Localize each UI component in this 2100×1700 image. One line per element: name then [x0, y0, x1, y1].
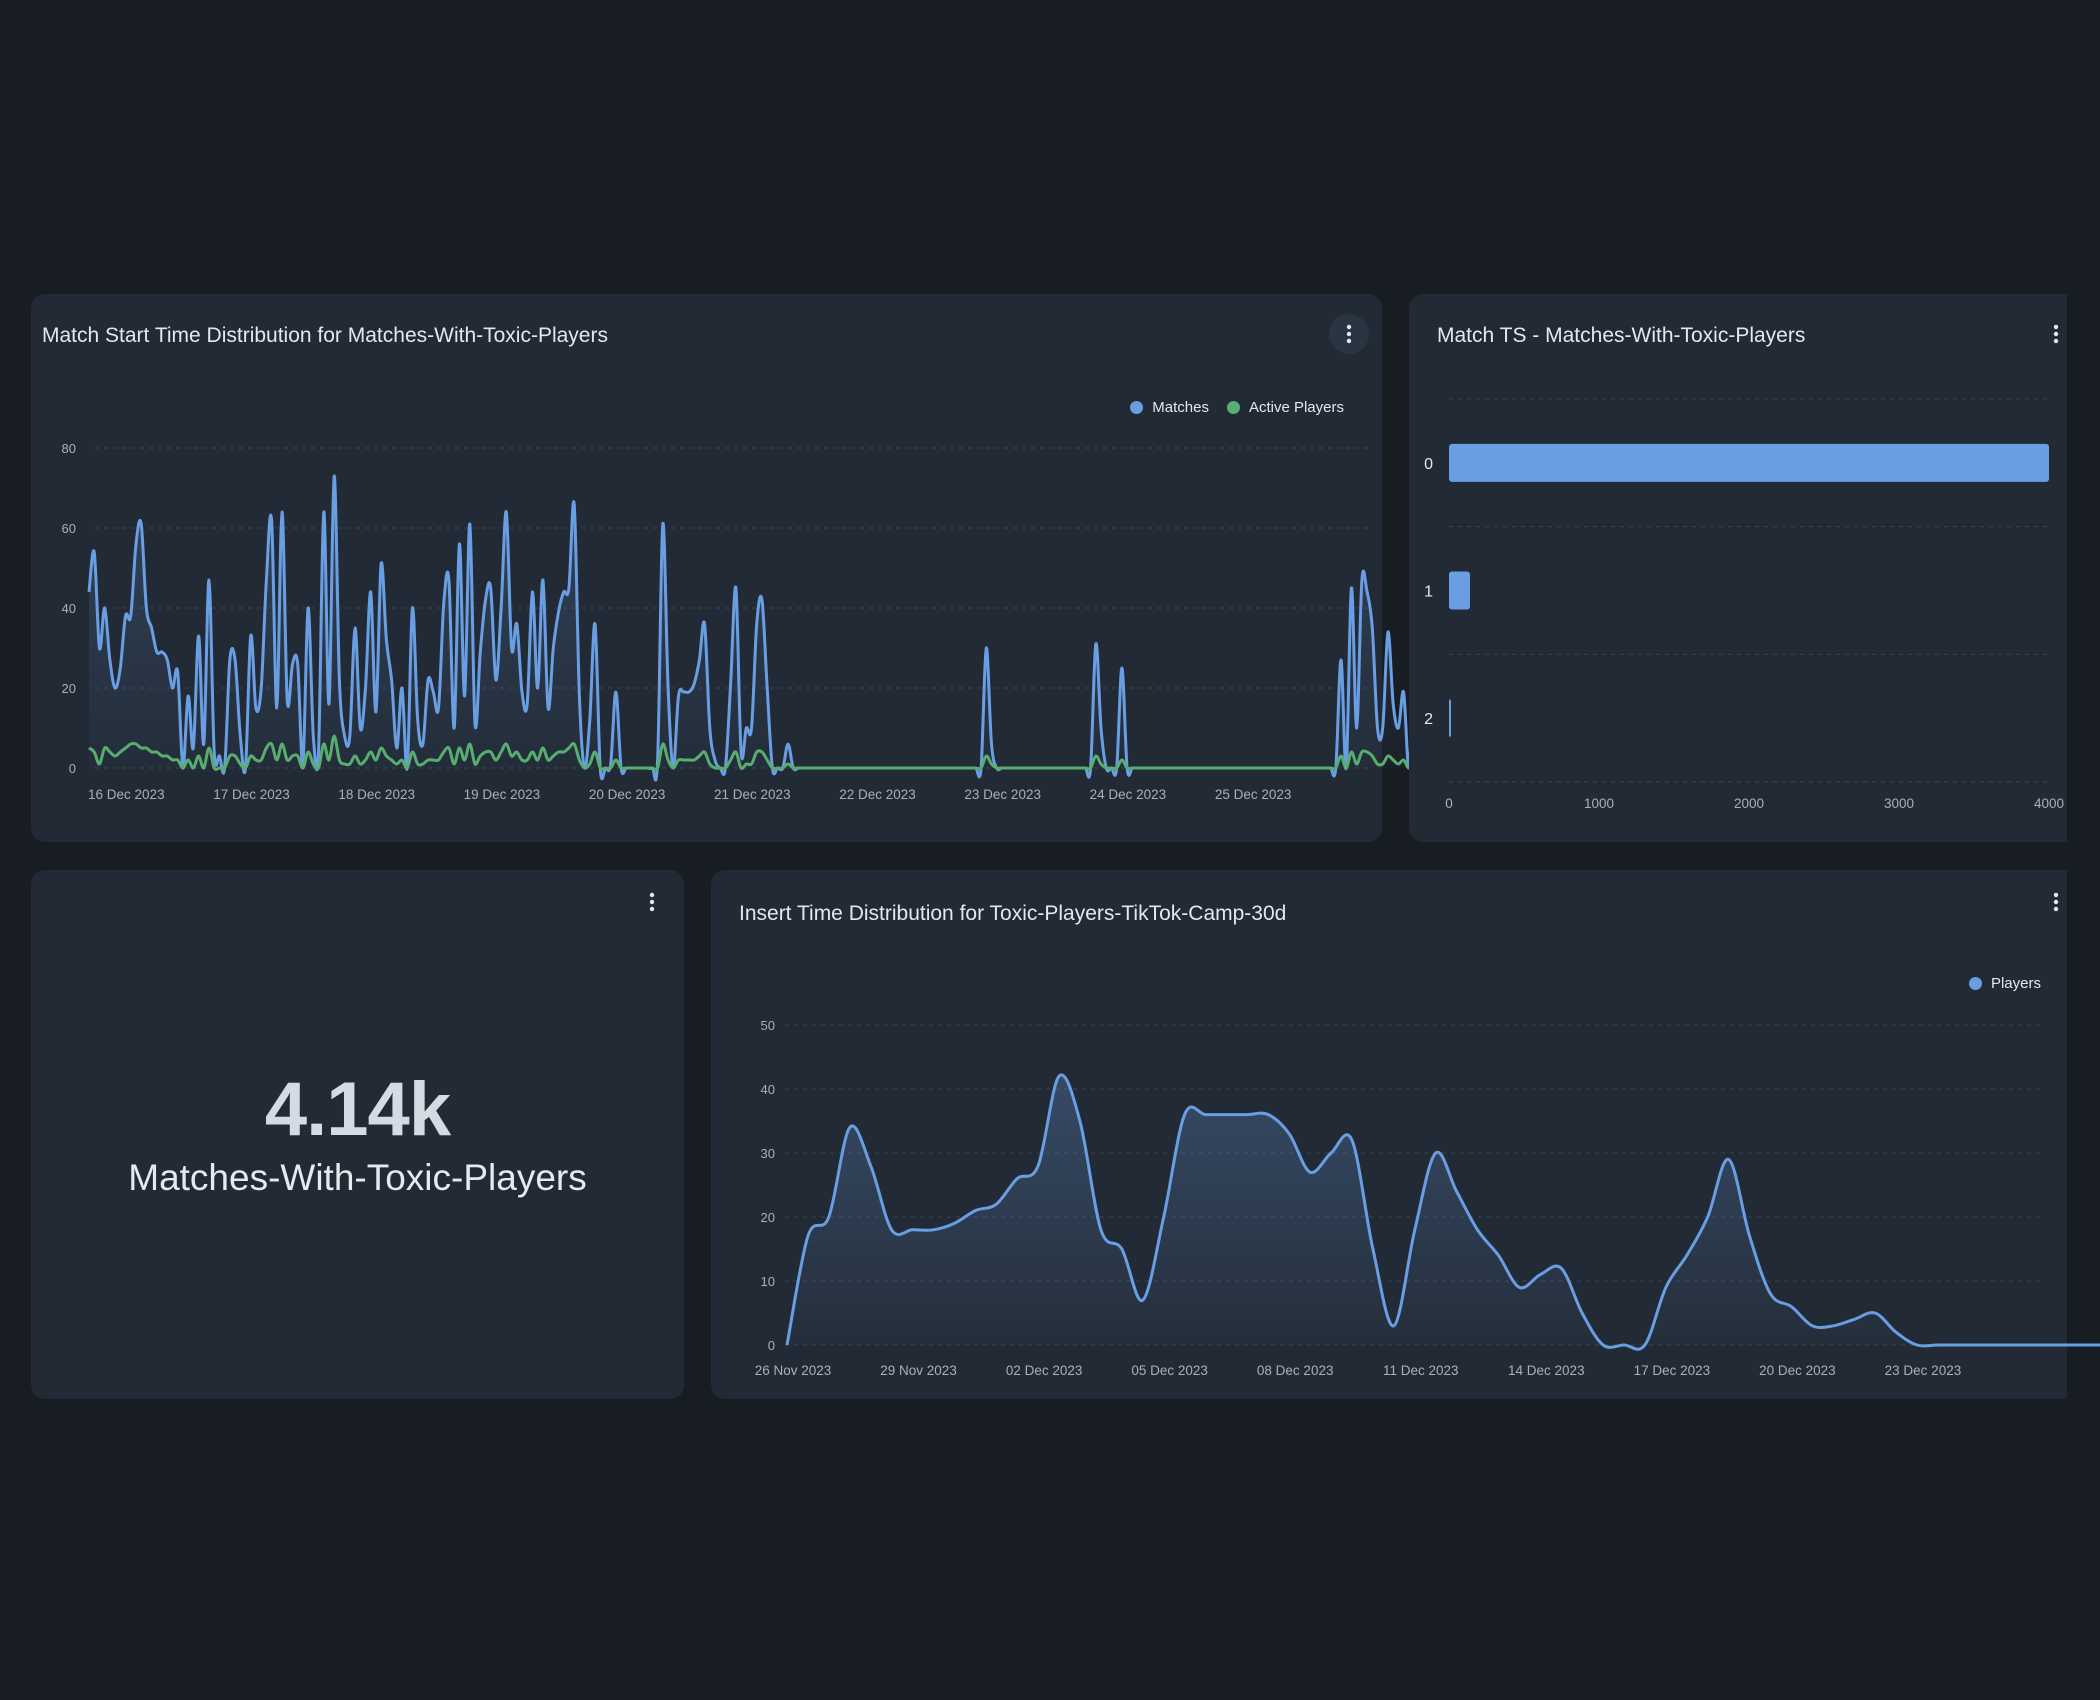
- y-tick-label: 60: [62, 521, 76, 536]
- x-tick-label: 3000: [1884, 796, 1914, 811]
- insert-time-legend: Players: [1951, 975, 2041, 992]
- matches-area: [89, 475, 1482, 781]
- players-area: [787, 1074, 2100, 1350]
- x-tick-label: 05 Dec 2023: [1131, 1363, 1208, 1378]
- x-tick-label: 14 Dec 2023: [1508, 1363, 1585, 1378]
- players-line: [785, 1073, 2100, 1351]
- x-tick-label: 0: [1445, 796, 1453, 811]
- bar-0: [1449, 443, 2049, 482]
- x-tick-label: 21 Dec 2023: [714, 787, 791, 802]
- bar-2: [1449, 699, 1451, 738]
- bar-1: [1449, 571, 1470, 610]
- match-start-panel: Match Start Time Distribution for Matche…: [31, 294, 1484, 842]
- match-start-legend: Matches Active Players: [1112, 399, 1344, 416]
- x-tick-label: 20 Dec 2023: [589, 787, 666, 802]
- vertical-ellipsis-icon: [1346, 324, 1352, 344]
- legend-label-matches: Matches: [1152, 399, 1209, 416]
- x-tick-label: 16 Dec 2023: [88, 787, 165, 802]
- y-category-label: 0: [1424, 456, 1433, 473]
- x-tick-label: 23 Dec 2023: [1885, 1363, 1962, 1378]
- x-tick-label: 17 Dec 2023: [213, 787, 290, 802]
- x-tick-label: 25 Dec 2023: [1215, 787, 1292, 802]
- x-tick-label: 22 Dec 2023: [839, 787, 916, 802]
- y-tick-label: 0: [768, 1338, 775, 1353]
- x-tick-label: 24 Dec 2023: [1090, 787, 1167, 802]
- legend-dot-active-players: [1226, 401, 1240, 414]
- x-tick-label: 20 Dec 2023: [1759, 1363, 1836, 1378]
- x-tick-label: 17 Dec 2023: [1634, 1363, 1711, 1378]
- legend-item-matches[interactable]: Matches: [1130, 399, 1209, 416]
- x-tick-label: 4000: [2034, 796, 2064, 811]
- match-start-title: Match Start Time Distribution for Matche…: [42, 324, 608, 347]
- kpi-menu-button[interactable]: [632, 882, 672, 922]
- legend-dot-players: [1968, 977, 1982, 990]
- y-category-label: 2: [1424, 711, 1433, 728]
- match-ts-panel: Match TS - Matches-With-Toxic-Players 0 1…: [1409, 294, 2067, 842]
- legend-item-active-players[interactable]: Active Players: [1226, 399, 1344, 416]
- x-tick-label: 26 Nov 2023: [755, 1363, 832, 1378]
- y-tick-label: 20: [761, 1210, 775, 1225]
- legend-label-active-players: Active Players: [1248, 399, 1344, 416]
- vertical-ellipsis-icon: [2053, 892, 2059, 912]
- insert-time-menu-button[interactable]: [2036, 882, 2076, 922]
- y-tick-label: 0: [69, 761, 76, 776]
- insert-time-title: Insert Time Distribution for Toxic-Playe…: [739, 902, 1287, 925]
- y-tick-label: 10: [761, 1274, 775, 1289]
- match-start-menu-button[interactable]: [1329, 314, 1369, 354]
- legend-label-players: Players: [1990, 975, 2041, 992]
- match-ts-chart: 0 1 2 0 1000 2000 3000 4000: [1424, 398, 2064, 811]
- match-ts-menu-button[interactable]: [2036, 314, 2076, 354]
- x-tick-label: 23 Dec 2023: [964, 787, 1041, 802]
- y-tick-label: 50: [761, 1018, 775, 1033]
- x-tick-label: 08 Dec 2023: [1257, 1363, 1334, 1378]
- y-tick-label: 20: [62, 681, 76, 696]
- x-tick-label: 02 Dec 2023: [1006, 1363, 1083, 1378]
- kpi-value: 4.14k: [264, 1067, 451, 1152]
- match-ts-title: Match TS - Matches-With-Toxic-Players: [1437, 324, 1806, 347]
- legend-dot-matches: [1130, 401, 1144, 414]
- y-category-label: 1: [1424, 584, 1433, 601]
- x-tick-label: 29 Nov 2023: [880, 1363, 957, 1378]
- y-tick-label: 30: [761, 1146, 775, 1161]
- y-tick-label: 40: [761, 1082, 775, 1097]
- vertical-ellipsis-icon: [2053, 324, 2059, 344]
- x-tick-label: 1000: [1584, 796, 1614, 811]
- vertical-ellipsis-icon: [649, 892, 655, 912]
- y-tick-label: 40: [62, 601, 76, 616]
- y-tick-label: 80: [62, 441, 76, 456]
- x-tick-label: 11 Dec 2023: [1383, 1363, 1459, 1378]
- legend-item-players[interactable]: Players: [1968, 975, 2041, 992]
- kpi-label: Matches-With-Toxic-Players: [128, 1157, 587, 1198]
- x-tick-label: 19 Dec 2023: [464, 787, 541, 802]
- active-players-line: [88, 734, 1482, 772]
- x-tick-label: 18 Dec 2023: [338, 787, 415, 802]
- kpi-panel: 4.14k Matches-With-Toxic-Players: [31, 870, 684, 1399]
- insert-time-panel: Insert Time Distribution for Toxic-Playe…: [711, 870, 2100, 1399]
- x-tick-label: 2000: [1734, 796, 1764, 811]
- insert-time-chart: 0 10 20 30 40 50 26 Nov 2023 29 Nov 2023 02 Dec …: [755, 1018, 2100, 1378]
